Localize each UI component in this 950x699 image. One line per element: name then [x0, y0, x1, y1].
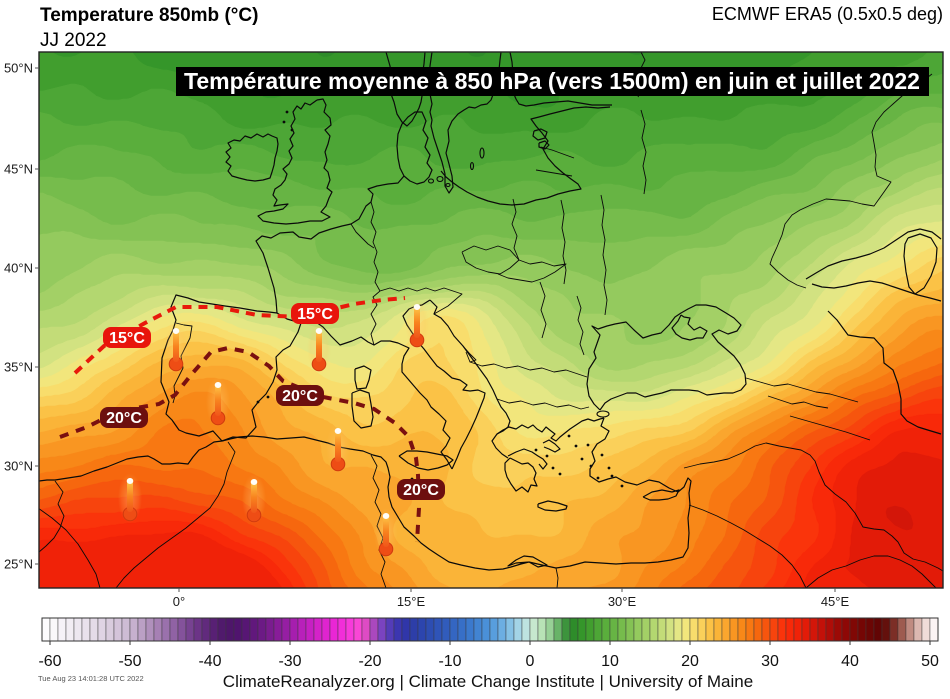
svg-text:30: 30: [761, 653, 779, 670]
svg-text:-40: -40: [198, 653, 221, 670]
svg-text:Temperature 850mb (°C): Temperature 850mb (°C): [40, 5, 258, 26]
svg-text:45°E: 45°E: [821, 594, 850, 609]
svg-text:-30: -30: [278, 653, 301, 670]
svg-text:50°N: 50°N: [4, 61, 33, 76]
svg-text:0: 0: [526, 653, 535, 670]
svg-text:-20: -20: [358, 653, 381, 670]
svg-text:0°: 0°: [173, 594, 185, 609]
svg-text:ClimateReanalyzer.org | Climat: ClimateReanalyzer.org | Climate Change I…: [223, 672, 753, 691]
svg-text:-50: -50: [118, 653, 141, 670]
svg-text:25°N: 25°N: [4, 557, 33, 572]
svg-text:-10: -10: [438, 653, 461, 670]
svg-text:Tue Aug 23 14:01:28 UTC 2022: Tue Aug 23 14:01:28 UTC 2022: [38, 674, 144, 683]
svg-text:20: 20: [681, 653, 699, 670]
svg-text:30°E: 30°E: [608, 594, 637, 609]
svg-text:20°C: 20°C: [106, 410, 142, 427]
svg-text:-60: -60: [38, 653, 61, 670]
svg-text:JJ 2022: JJ 2022: [40, 30, 107, 51]
svg-text:10: 10: [601, 653, 619, 670]
svg-text:20°C: 20°C: [403, 482, 439, 499]
svg-text:15°C: 15°C: [297, 306, 333, 323]
svg-text:ECMWF ERA5 (0.5x0.5 deg): ECMWF ERA5 (0.5x0.5 deg): [712, 4, 943, 24]
svg-text:Température moyenne à 850 hPa: Température moyenne à 850 hPa (vers 1500…: [184, 68, 920, 94]
svg-text:20°C: 20°C: [282, 388, 318, 405]
svg-text:15°C: 15°C: [109, 330, 145, 347]
svg-text:35°N: 35°N: [4, 360, 33, 375]
svg-text:15°E: 15°E: [397, 594, 426, 609]
svg-text:45°N: 45°N: [4, 162, 33, 177]
svg-text:40°N: 40°N: [4, 261, 33, 276]
svg-text:50: 50: [921, 653, 939, 670]
svg-text:40: 40: [841, 653, 859, 670]
svg-text:30°N: 30°N: [4, 459, 33, 474]
